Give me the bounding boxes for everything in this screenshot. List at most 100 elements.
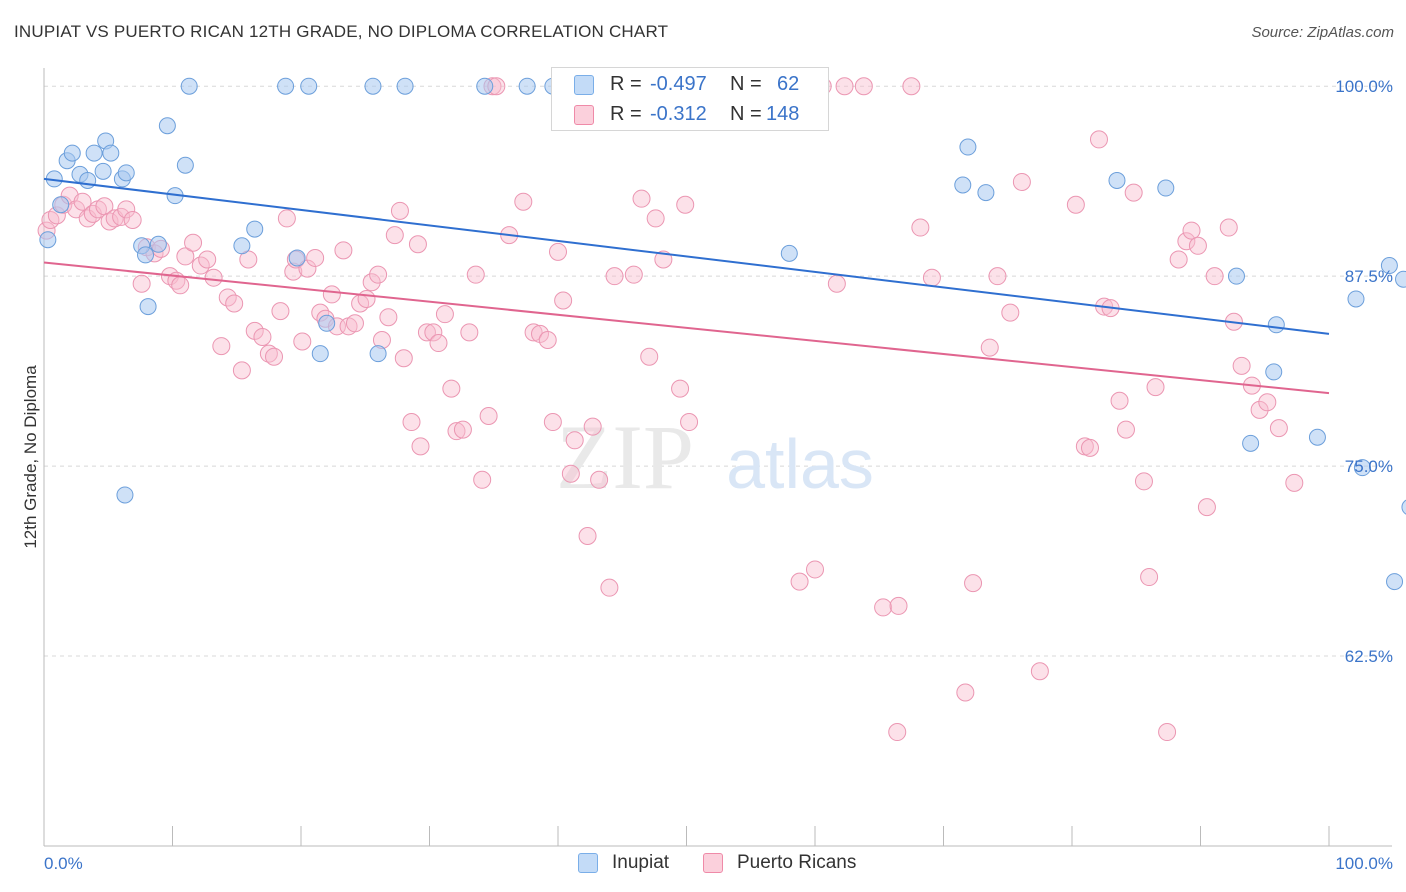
inupiat-point <box>311 345 329 363</box>
puerto-ricans-point <box>417 323 436 342</box>
puerto-ricans-point <box>600 578 619 597</box>
puerto-ricans-point <box>1182 221 1201 240</box>
puerto-ricans-point <box>1177 232 1196 251</box>
inupiat-point <box>149 235 167 253</box>
inupiat-point <box>1108 171 1126 189</box>
inupiat-point <box>954 176 972 194</box>
puerto-ricans-point <box>1089 130 1108 149</box>
inupiat-point <box>780 244 798 262</box>
inupiat-point <box>1353 459 1371 477</box>
bottom-legend-puerto-ricans: Puerto Ricans <box>703 852 883 876</box>
puerto-ricans-point <box>435 305 454 324</box>
puerto-ricans-point <box>790 572 809 591</box>
legend-row-puerto-ricans: R = -0.312 N = 148 <box>552 100 828 130</box>
puerto-ricans-point <box>524 323 543 342</box>
puerto-ricans-point <box>176 247 195 266</box>
puerto-ricans-point <box>624 265 643 284</box>
puerto-ricans-point <box>466 265 485 284</box>
legend-n-value-puerto-ricans: 148 <box>766 103 800 125</box>
puerto-ricans-point <box>980 338 999 357</box>
puerto-ricans-point <box>514 192 533 211</box>
gridlines <box>44 85 1392 657</box>
y-tick-label: 87.5% <box>1345 267 1393 286</box>
puerto-ricans-point <box>345 314 364 333</box>
puerto-ricans-point <box>473 470 492 489</box>
puerto-ricans-point <box>379 308 398 327</box>
puerto-ricans-point <box>1205 267 1224 286</box>
puerto-ricans-point <box>429 334 448 353</box>
y-tick-label: 75.0% <box>1345 457 1393 476</box>
puerto-ricans-point <box>538 330 557 349</box>
tick-labels: 62.5% 75.0% 87.5% 100.0% 0.0% 100.0% <box>44 77 1393 873</box>
inupiat-point <box>1265 363 1283 381</box>
puerto-ricans-point <box>1146 378 1165 397</box>
puerto-ricans-point <box>41 210 60 229</box>
axes <box>43 68 1392 847</box>
puerto-ricans-point <box>1169 250 1188 269</box>
puerto-ricans-point <box>549 242 567 261</box>
inupiat-point <box>137 246 155 264</box>
x-tick-label: 0.0% <box>44 854 83 873</box>
puerto-ricans-point <box>964 574 983 593</box>
puerto-ricans-point <box>408 235 427 254</box>
puerto-ricans-point <box>654 250 673 269</box>
bottom-legend-inupiat: Inupiat <box>578 852 698 876</box>
puerto-ricans-point <box>184 233 203 252</box>
puerto-ricans-point <box>561 464 580 483</box>
puerto-ricans-point <box>362 273 381 292</box>
puerto-ricans-point <box>232 361 251 380</box>
inupiat-point <box>52 196 70 214</box>
inupiat-point <box>1395 270 1406 288</box>
puerto-ricans-point <box>306 248 325 267</box>
inupiat-point <box>246 220 264 238</box>
correlation-legend: R = -0.497 N = 62 R = -0.312 N = 148 <box>551 67 829 131</box>
puerto-ricans-point <box>357 289 376 308</box>
bottom-legend-label-inupiat: Inupiat <box>612 852 670 873</box>
puerto-ricans-point <box>680 413 699 432</box>
trendlines <box>43 177 1330 395</box>
inupiat-point <box>85 144 103 162</box>
inupiat-point <box>277 77 295 95</box>
puerto-ricans-point <box>632 189 651 208</box>
inupiat-point <box>300 77 318 95</box>
puerto-ricans-point <box>640 347 659 366</box>
puerto-ricans-trendline <box>43 261 1330 395</box>
watermark-atlas: atlas <box>726 425 874 503</box>
inupiat-point <box>1308 428 1326 446</box>
inupiat-point <box>396 77 414 95</box>
puerto-ricans-point <box>123 210 142 229</box>
inupiat-point <box>318 314 336 332</box>
puerto-ricans-point <box>1269 419 1288 438</box>
puerto-ricans-point <box>1012 172 1031 191</box>
puerto-ricans-point <box>1080 438 1099 457</box>
puerto-ricans-point <box>204 268 223 287</box>
legend-swatch-inupiat <box>574 75 594 95</box>
puerto-ricans-point <box>271 302 290 321</box>
legend-swatch-puerto-ricans <box>574 105 594 125</box>
y-tick-label: 100.0% <box>1335 77 1393 96</box>
puerto-ricans-point <box>447 422 466 441</box>
puerto-ricans-point <box>460 323 479 342</box>
puerto-ricans-point <box>902 77 921 96</box>
y-axis-label: 12th Grade, No Diploma <box>21 365 40 549</box>
puerto-ricans-point <box>835 77 854 96</box>
legend-r-value-inupiat: -0.497 <box>650 73 707 95</box>
inupiat-point <box>364 77 382 95</box>
inupiat-point <box>476 77 494 95</box>
y-tick-label: 62.5% <box>1345 647 1393 666</box>
watermark-zip: ZIP <box>556 406 694 508</box>
puerto-ricans-point <box>402 413 421 432</box>
puerto-ricans-point <box>1188 236 1207 255</box>
inupiat-point <box>288 249 306 267</box>
watermark: ZIP atlas <box>556 406 874 508</box>
legend-n-value-inupiat: 62 <box>777 73 800 95</box>
puerto-ricans-point <box>671 379 690 398</box>
puerto-ricans-point <box>1197 498 1216 517</box>
puerto-ricans-point <box>265 347 284 366</box>
puerto-ricans-point <box>565 431 584 450</box>
inupiat-point <box>180 77 198 95</box>
puerto-ricans-point <box>1116 420 1135 439</box>
chart-source: Source: ZipAtlas.com <box>1251 24 1394 41</box>
legend-r-label: R = <box>610 103 642 125</box>
inupiat-point <box>1386 573 1404 591</box>
